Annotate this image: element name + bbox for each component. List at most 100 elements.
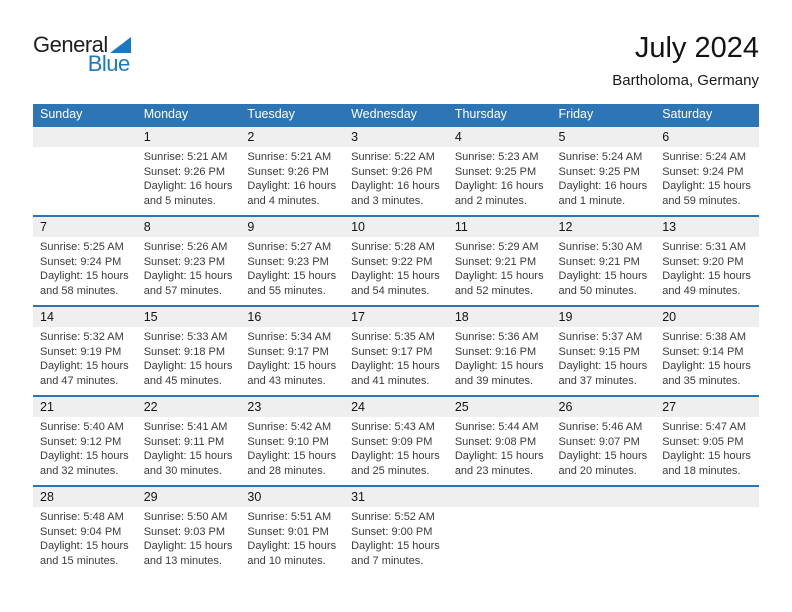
daylight-text-line2: and 2 minutes. — [454, 194, 527, 207]
date-label: 22 — [136, 397, 241, 417]
weekday-header-friday: Friday — [551, 104, 656, 126]
sunrise-text: Sunrise: 5:52 AM — [351, 511, 435, 523]
sunrise-text: Sunrise: 5:28 AM — [351, 241, 435, 253]
title-block: July 2024 Bartholoma, Germany — [612, 32, 759, 90]
day-cell-22: 22 Sunrise: 5:41 AM Sunset: 9:11 PM Dayligh… — [136, 396, 241, 486]
day-cell-28: 28 Sunrise: 5:48 AM Sunset: 9:04 PM Dayligh… — [33, 486, 137, 576]
daylight-text-line2: and 58 minutes. — [40, 284, 119, 297]
daylight-text-line1: Daylight: 15 hours — [351, 540, 440, 553]
day-cell-17: 17 Sunrise: 5:35 AM Sunset: 9:17 PM Dayligh… — [344, 306, 448, 396]
date-label: 12 — [551, 217, 656, 237]
date-label: 8 — [136, 217, 241, 237]
daylight-text-line2: and 49 minutes. — [662, 284, 741, 297]
daylight-text-line1: Daylight: 15 hours — [247, 270, 337, 283]
day-details: Sunrise: 5:41 AM Sunset: 9:11 PM Daylight:… — [137, 417, 241, 478]
day-cell-8: 8 Sunrise: 5:26 AM Sunset: 9:23 PM Daylight… — [136, 216, 241, 306]
sunrise-text: Sunrise: 5:32 AM — [40, 331, 124, 343]
date-label: 2 — [240, 127, 345, 147]
page-header: General Blue July 2024 Bartholoma, Germa… — [33, 34, 759, 104]
date-label — [447, 487, 552, 507]
daylight-text-line1: Daylight: 15 hours — [558, 450, 648, 463]
month-title: July 2024 — [634, 32, 759, 64]
daylight-text-line1: Daylight: 15 hours — [351, 360, 440, 373]
day-cell-empty — [33, 126, 137, 216]
daylight-text-line2: and 54 minutes. — [351, 284, 430, 297]
sunset-text: Sunset: 9:19 PM — [40, 345, 122, 358]
sunrise-text: Sunrise: 5:40 AM — [40, 421, 124, 433]
sunrise-text: Sunrise: 5:29 AM — [454, 241, 539, 253]
sunset-text: Sunset: 9:08 PM — [454, 435, 537, 448]
sunset-text: Sunset: 9:17 PM — [351, 345, 433, 358]
sunrise-text: Sunrise: 5:33 AM — [143, 331, 228, 343]
sunset-text: Sunset: 9:15 PM — [558, 345, 640, 358]
day-details: Sunrise: 5:46 AM Sunset: 9:07 PM Daylight:… — [552, 417, 656, 478]
day-cell-20: 20 Sunrise: 5:38 AM Sunset: 9:14 PM Dayligh… — [655, 306, 759, 396]
day-details: Sunrise: 5:24 AM Sunset: 9:25 PM Daylight:… — [552, 147, 656, 208]
day-cell-7: 7 Sunrise: 5:25 AM Sunset: 9:24 PM Daylight… — [33, 216, 137, 306]
daylight-text-line1: Daylight: 15 hours — [351, 450, 440, 463]
daylight-text-line1: Daylight: 15 hours — [143, 540, 233, 553]
daylight-text-line2: and 41 minutes. — [351, 374, 430, 387]
day-details: Sunrise: 5:31 AM Sunset: 9:20 PM Daylight:… — [655, 237, 759, 298]
daylight-text-line1: Daylight: 15 hours — [40, 450, 129, 463]
weekday-header-thursday: Thursday — [447, 104, 552, 126]
sunset-text: Sunset: 9:09 PM — [351, 435, 433, 448]
day-details: Sunrise: 5:35 AM Sunset: 9:17 PM Daylight:… — [344, 327, 448, 388]
week-row: 14 Sunrise: 5:32 AM Sunset: 9:19 PM Dayligh… — [33, 306, 759, 396]
date-label: 18 — [447, 307, 552, 327]
sunset-text: Sunset: 9:12 PM — [40, 435, 122, 448]
daylight-text-line1: Daylight: 16 hours — [558, 180, 648, 193]
daylight-text-line1: Daylight: 15 hours — [662, 270, 751, 283]
date-label: 3 — [344, 127, 448, 147]
day-details: Sunrise: 5:42 AM Sunset: 9:10 PM Daylight:… — [240, 417, 344, 478]
daylight-text-line2: and 28 minutes. — [247, 464, 326, 477]
day-cell-23: 23 Sunrise: 5:42 AM Sunset: 9:10 PM Dayligh… — [240, 396, 345, 486]
daylight-text-line2: and 4 minutes. — [247, 194, 320, 207]
weekday-header-row: Sunday Monday Tuesday Wednesday Thursday… — [33, 104, 759, 126]
sunset-text: Sunset: 9:24 PM — [662, 165, 744, 178]
daylight-text-line1: Daylight: 15 hours — [662, 450, 751, 463]
sunrise-text: Sunrise: 5:21 AM — [143, 151, 228, 163]
sunset-text: Sunset: 9:18 PM — [143, 345, 226, 358]
daylight-text-line2: and 39 minutes. — [454, 374, 534, 387]
date-label: 19 — [551, 307, 656, 327]
day-details: Sunrise: 5:23 AM Sunset: 9:25 PM Daylight:… — [448, 147, 552, 208]
sunset-text: Sunset: 9:00 PM — [351, 525, 433, 538]
sunrise-text: Sunrise: 5:24 AM — [662, 151, 746, 163]
sunrise-text: Sunrise: 5:21 AM — [247, 151, 332, 163]
sunrise-text: Sunrise: 5:22 AM — [351, 151, 435, 163]
date-label: 26 — [551, 397, 656, 417]
sunset-text: Sunset: 9:25 PM — [454, 165, 537, 178]
date-label: 14 — [33, 307, 137, 327]
daylight-text-line2: and 32 minutes. — [40, 464, 119, 477]
sunset-text: Sunset: 9:20 PM — [662, 255, 744, 268]
sunrise-text: Sunrise: 5:41 AM — [143, 421, 228, 433]
sunrise-text: Sunrise: 5:50 AM — [143, 511, 228, 523]
daylight-text-line2: and 50 minutes. — [558, 284, 637, 297]
day-cell-16: 16 Sunrise: 5:34 AM Sunset: 9:17 PM Dayligh… — [240, 306, 345, 396]
date-label: 15 — [136, 307, 241, 327]
daylight-text-line2: and 10 minutes. — [247, 554, 326, 567]
daylight-text-line2: and 1 minute. — [558, 194, 626, 207]
daylight-text-line1: Daylight: 15 hours — [662, 360, 751, 373]
daylight-text-line1: Daylight: 15 hours — [247, 450, 337, 463]
sunrise-text: Sunrise: 5:25 AM — [40, 241, 124, 253]
day-cell-4: 4 Sunrise: 5:23 AM Sunset: 9:25 PM Daylight… — [447, 126, 552, 216]
date-label: 28 — [33, 487, 137, 507]
sunset-text: Sunset: 9:17 PM — [247, 345, 329, 358]
day-cell-12: 12 Sunrise: 5:30 AM Sunset: 9:21 PM Dayligh… — [551, 216, 656, 306]
date-label: 17 — [344, 307, 448, 327]
day-details — [655, 507, 759, 510]
daylight-text-line1: Daylight: 15 hours — [143, 360, 233, 373]
day-details — [33, 147, 137, 150]
day-cell-3: 3 Sunrise: 5:22 AM Sunset: 9:26 PM Daylight… — [344, 126, 448, 216]
date-label: 29 — [136, 487, 241, 507]
date-label: 11 — [447, 217, 552, 237]
sunset-text: Sunset: 9:04 PM — [40, 525, 122, 538]
sunset-text: Sunset: 9:10 PM — [247, 435, 329, 448]
daylight-text-line1: Daylight: 16 hours — [143, 180, 233, 193]
daylight-text-line2: and 35 minutes. — [662, 374, 741, 387]
day-details — [448, 507, 552, 510]
day-details: Sunrise: 5:21 AM Sunset: 9:26 PM Daylight:… — [137, 147, 241, 208]
sunset-text: Sunset: 9:21 PM — [454, 255, 537, 268]
